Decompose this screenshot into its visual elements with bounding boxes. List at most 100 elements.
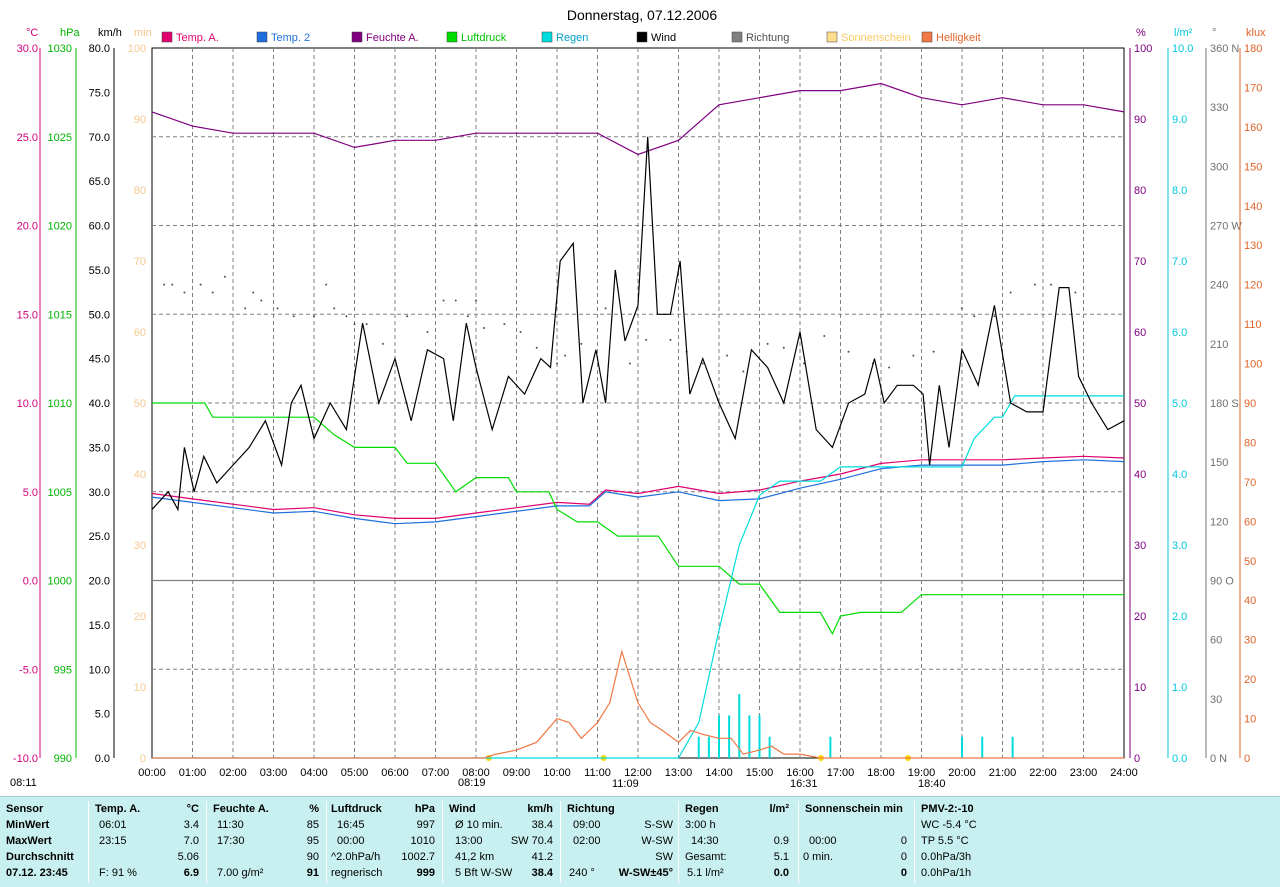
wind-distance: 41,2 km: [455, 851, 495, 863]
legend-swatch: [636, 31, 648, 43]
sun-tick-label: 10: [134, 682, 146, 694]
sun-event-label: 08:11: [10, 777, 37, 789]
x-tick-label: 06:00: [381, 767, 409, 779]
direction-point: [244, 307, 247, 310]
direction-point: [1074, 291, 1077, 294]
direction-max-value: W-SW: [641, 835, 673, 847]
direction-tick-label: 30: [1210, 694, 1222, 706]
direction-point: [580, 342, 583, 345]
humidity-current-value: 91: [306, 867, 319, 879]
direction-point: [932, 350, 935, 353]
direction-point: [313, 315, 315, 318]
rain-tick-label: 5.0: [1172, 398, 1187, 410]
direction-point: [163, 283, 166, 286]
humidity-min-time: 11:30: [217, 819, 244, 831]
direction-tick-label: 270 W: [1210, 221, 1242, 233]
wind-tick-label: 5.0: [95, 709, 110, 721]
x-tick-label: 20:00: [948, 767, 976, 779]
direction-min-value: S-SW: [644, 819, 673, 831]
direction-tick-label: 150: [1210, 457, 1228, 469]
x-tick-label: 05:00: [341, 767, 369, 779]
brightness-tick-label: 0: [1244, 753, 1250, 765]
brightness-tick-label: 40: [1244, 595, 1256, 607]
temp-tick-label: 15.0: [17, 309, 38, 321]
legend-swatch: [351, 31, 363, 43]
rain-total-label: Gesamt:: [685, 851, 727, 863]
sun-tick-label: 60: [134, 327, 146, 339]
temp-column: Temp. A. °C 06:01 3.4 23:15 7.0 5.06 F: 91 …: [88, 801, 203, 883]
x-tick-label: 13:00: [665, 767, 693, 779]
series-temp-a-: [151, 455, 1125, 520]
direction-current-degrees: 240 °: [569, 867, 595, 879]
direction-tick-label: 210: [1210, 339, 1228, 351]
legend-label: Helligkeit: [936, 32, 981, 44]
direction-point: [183, 291, 186, 294]
rain-tick-label: 0.0: [1172, 753, 1187, 765]
direction-tick-label: 120: [1210, 516, 1228, 528]
pressure-tick-label: 1000: [48, 576, 72, 588]
direction-current-value: W-SW±45°: [618, 867, 673, 879]
pressure-header: Luftdruck: [331, 803, 382, 815]
direction-point: [211, 291, 214, 294]
wind-tick-label: 40.0: [89, 398, 110, 410]
sun-event-label: 08:19: [458, 777, 486, 789]
sun-tick-label: 20: [134, 611, 146, 623]
temp-min-value: 3.4: [183, 819, 199, 831]
direction-point: [199, 283, 202, 286]
pressure-tick-label: 1010: [48, 398, 72, 410]
direction-point: [535, 346, 538, 349]
direction-tick-label: 90 O: [1210, 576, 1234, 588]
direction-point: [556, 362, 558, 365]
sun-event-label: 16:31: [790, 778, 818, 790]
wind-max-value: SW 70.4: [510, 835, 553, 847]
direction-point: [742, 370, 745, 373]
x-tick-label: 08:00: [462, 767, 490, 779]
direction-point: [782, 346, 785, 349]
x-tick-label: 19:00: [908, 767, 936, 779]
sensor-current-label: 07.12. 23:45: [6, 867, 68, 879]
direction-point: [1033, 283, 1036, 286]
x-tick-label: 14:00: [705, 767, 733, 779]
legend-label: Wind: [651, 32, 676, 44]
humidity-max-time: 17:30: [217, 835, 245, 847]
x-tick-label: 11:00: [584, 767, 611, 779]
legend-swatch: [256, 31, 268, 43]
pressure-avg-value: 1002.7: [401, 851, 435, 863]
sensor-max-label: MaxWert: [6, 835, 52, 847]
direction-point: [353, 323, 356, 326]
wind-current-value: 38.4: [531, 867, 553, 879]
legend-swatch: [446, 31, 458, 43]
wind-tick-label: 30.0: [89, 487, 110, 499]
sun-column: Sonnenschein min 00:00 0 0 min. 0 0: [798, 801, 913, 883]
brightness-tick-label: 70: [1244, 477, 1256, 489]
direction-point: [475, 299, 477, 302]
humidity-max-value: 95: [306, 835, 319, 847]
humidity-tick-label: 10: [1134, 682, 1146, 694]
x-tick-label: 10:00: [543, 767, 571, 779]
pmv-column: PMV-2:-10 WC -5.4 °C TP 5.5 °C 0.0hPa/3h…: [914, 801, 1015, 883]
sun-unit-label: min: [134, 27, 152, 39]
wind-tick-label: 65.0: [89, 176, 110, 188]
temp-current-note: F: 91 %: [99, 867, 137, 879]
humidity-tick-label: 70: [1134, 256, 1146, 268]
wind-avg-value: 41.2: [531, 851, 553, 863]
temp-header: Temp. A.: [95, 803, 141, 815]
direction-point: [442, 299, 445, 302]
direction-point: [483, 327, 486, 330]
pressure-column: Luftdruck hPa 16:45 997 00:00 1010 ^2.0hPa/…: [326, 801, 441, 883]
sun-tick-label: 0: [140, 753, 146, 765]
sun-tick-label: 70: [134, 256, 146, 268]
pmv-trend-3h: 0.0hPa/3h: [921, 851, 972, 863]
pressure-trend: ^2.0hPa/h: [331, 851, 381, 863]
x-tick-label: 21:00: [989, 767, 1017, 779]
wind-tick-label: 10.0: [89, 664, 110, 676]
x-tick-label: 04:00: [300, 767, 328, 779]
brightness-tick-label: 130: [1244, 240, 1262, 252]
weather-chart: Donnerstag, 07.12.2006 Temp. A. Temp. 2 Fe…: [10, 7, 1266, 790]
pressure-max-value: 1010: [410, 835, 435, 847]
wind-tick-label: 15.0: [89, 620, 110, 632]
sun-tick-label: 100: [128, 43, 146, 55]
x-tick-label: 17:00: [827, 767, 855, 779]
sun-max-value: 0: [900, 835, 907, 847]
direction-point: [406, 315, 409, 318]
